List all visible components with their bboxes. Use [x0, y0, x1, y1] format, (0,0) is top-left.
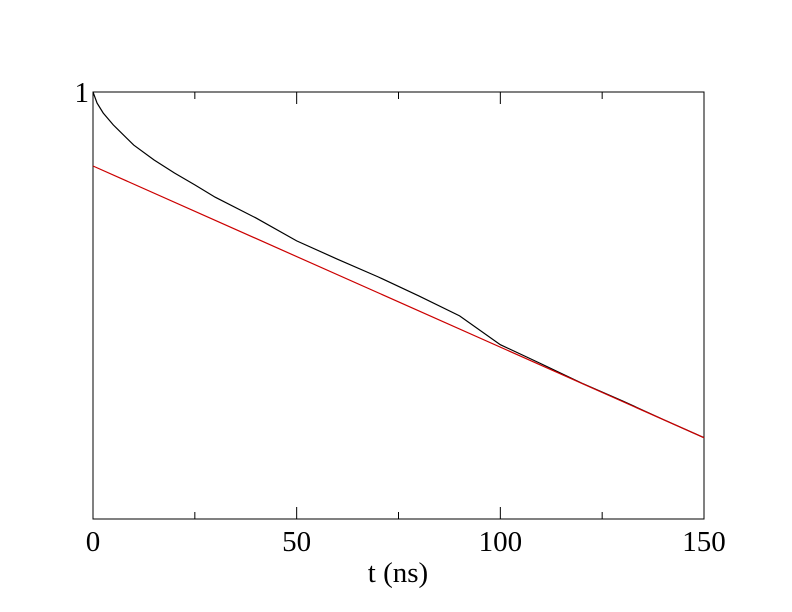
x-tick-label: 100 — [479, 526, 523, 558]
y-tick-label: 1 — [75, 77, 90, 109]
series-line — [92, 91, 705, 439]
x-tick-label: 50 — [282, 526, 311, 558]
x-tick-label: 0 — [86, 526, 101, 558]
series-line — [92, 165, 705, 439]
plot-frame — [92, 91, 705, 520]
x-axis-label: t (ns) — [368, 557, 428, 589]
x-tick-label: 150 — [682, 526, 726, 558]
